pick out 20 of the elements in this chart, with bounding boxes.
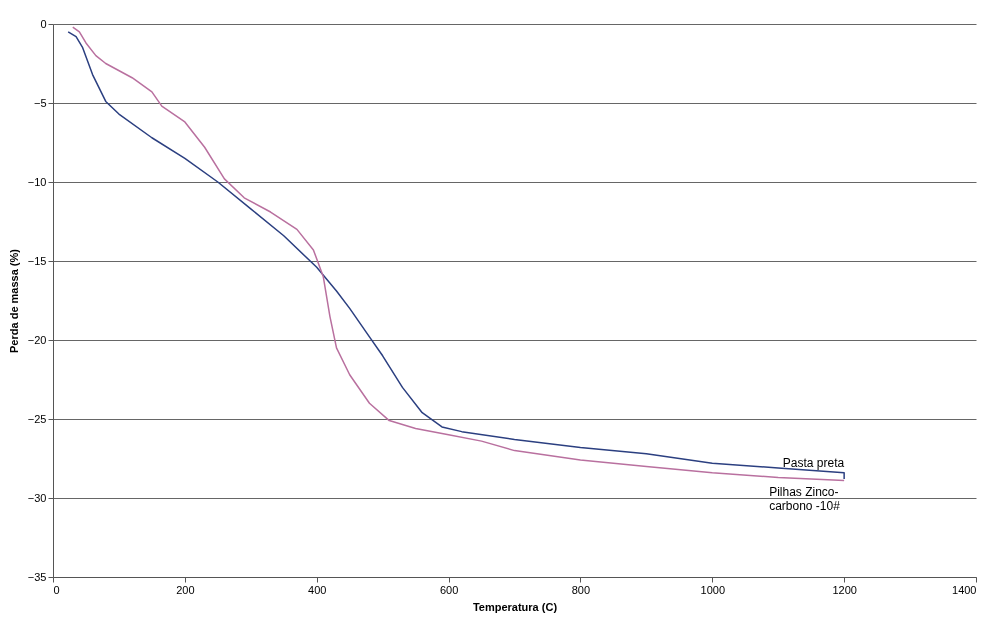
y-tick-label: −5 bbox=[33, 96, 47, 109]
x-tick-label: 800 bbox=[571, 583, 591, 596]
y-tick-label: −15 bbox=[27, 254, 47, 267]
x-tick-label: 200 bbox=[176, 583, 195, 596]
x-tick-label: 400 bbox=[308, 583, 327, 596]
y-tick-label: −10 bbox=[27, 175, 47, 188]
y-tick-label: −30 bbox=[27, 491, 47, 504]
x-tick-label: 1000 bbox=[700, 583, 726, 596]
x-tick-label: 1400 bbox=[952, 583, 977, 596]
y-axis-title: Perda de massa (%) bbox=[7, 248, 20, 353]
y-tick-label: −25 bbox=[27, 412, 47, 425]
series-label: Pilhas Zinco-carbono -10# bbox=[769, 484, 841, 513]
x-tick-label: 0 bbox=[53, 583, 60, 596]
x-axis-title: Temperatura (C) bbox=[472, 600, 558, 613]
x-tick-label: 600 bbox=[439, 583, 459, 596]
y-tick-label: 0 bbox=[40, 17, 47, 30]
y-tick-label: −35 bbox=[27, 570, 47, 583]
y-tick-label: −20 bbox=[27, 333, 47, 346]
series-label: Pasta preta bbox=[782, 456, 845, 471]
x-tick-label: 1200 bbox=[832, 583, 857, 596]
